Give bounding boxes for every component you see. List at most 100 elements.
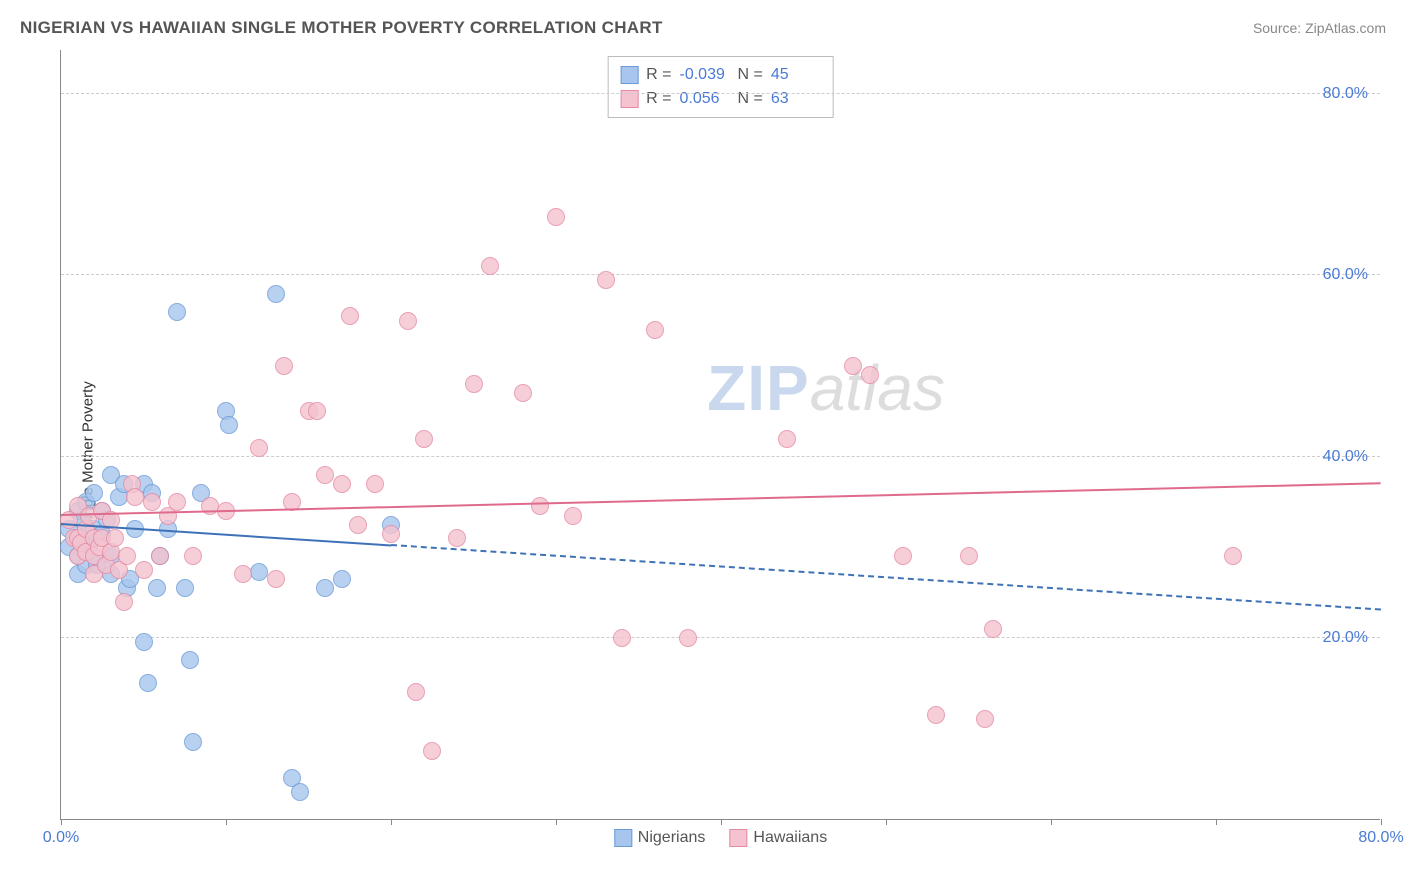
- scatter-point: [316, 579, 334, 597]
- legend-n-value-hawaiians: 63: [771, 87, 821, 111]
- watermark: ZIPatlas: [707, 351, 945, 425]
- chart-source: Source: ZipAtlas.com: [1253, 20, 1386, 36]
- scatter-point: [250, 563, 268, 581]
- scatter-point: [366, 475, 384, 493]
- scatter-point: [118, 547, 136, 565]
- scatter-point: [267, 285, 285, 303]
- scatter-point: [382, 525, 400, 543]
- legend-n-label: N =: [738, 63, 763, 87]
- y-tick-label: 60.0%: [1323, 266, 1368, 284]
- legend-r-value-hawaiians: 0.056: [680, 87, 730, 111]
- correlation-legend-row: R = 0.056 N = 63: [620, 87, 821, 111]
- scatter-point: [448, 529, 466, 547]
- scatter-point: [151, 547, 169, 565]
- scatter-point: [861, 366, 879, 384]
- x-tick-mark: [886, 819, 887, 825]
- gridline: [61, 637, 1380, 638]
- x-tick-label: 0.0%: [43, 829, 79, 847]
- scatter-point: [135, 561, 153, 579]
- scatter-point: [267, 570, 285, 588]
- series-legend-label: Hawaiians: [753, 829, 827, 847]
- scatter-point: [176, 579, 194, 597]
- x-tick-mark: [1216, 819, 1217, 825]
- scatter-point: [514, 384, 532, 402]
- scatter-point: [220, 416, 238, 434]
- series-legend-item: Nigerians: [614, 829, 706, 847]
- scatter-point: [333, 475, 351, 493]
- scatter-point: [646, 321, 664, 339]
- scatter-point: [139, 674, 157, 692]
- scatter-point: [597, 271, 615, 289]
- y-tick-label: 20.0%: [1323, 629, 1368, 647]
- series-legend-label: Nigerians: [638, 829, 706, 847]
- scatter-point: [984, 620, 1002, 638]
- scatter-point: [976, 710, 994, 728]
- scatter-point: [465, 375, 483, 393]
- scatter-point: [126, 488, 144, 506]
- scatter-point: [778, 430, 796, 448]
- trend-line: [61, 482, 1381, 516]
- correlation-legend: R = -0.039 N = 45 R = 0.056 N = 63: [607, 56, 834, 118]
- legend-r-label: R =: [646, 87, 671, 111]
- scatter-point: [415, 430, 433, 448]
- scatter-point: [844, 357, 862, 375]
- scatter-point: [275, 357, 293, 375]
- legend-swatch-nigerians: [614, 829, 632, 847]
- scatter-point: [481, 257, 499, 275]
- scatter-point: [399, 312, 417, 330]
- legend-swatch-nigerians: [620, 66, 638, 84]
- legend-n-value-nigerians: 45: [771, 63, 821, 87]
- scatter-point: [234, 565, 252, 583]
- scatter-point: [613, 629, 631, 647]
- scatter-point: [679, 629, 697, 647]
- x-tick-mark: [1051, 819, 1052, 825]
- x-tick-mark: [226, 819, 227, 825]
- scatter-point: [115, 593, 133, 611]
- scatter-point: [85, 484, 103, 502]
- scatter-point: [168, 303, 186, 321]
- series-legend-item: Hawaiians: [729, 829, 827, 847]
- legend-r-value-nigerians: -0.039: [680, 63, 730, 87]
- y-tick-label: 40.0%: [1323, 448, 1368, 466]
- scatter-point: [1224, 547, 1242, 565]
- y-tick-label: 80.0%: [1323, 85, 1368, 103]
- scatter-point: [201, 497, 219, 515]
- scatter-point: [894, 547, 912, 565]
- scatter-point: [291, 783, 309, 801]
- watermark-atlas: atlas: [810, 352, 945, 424]
- scatter-point: [349, 516, 367, 534]
- x-tick-mark: [61, 819, 62, 825]
- scatter-point: [184, 733, 202, 751]
- x-tick-label: 80.0%: [1358, 829, 1403, 847]
- scatter-point: [308, 402, 326, 420]
- scatter-point: [316, 466, 334, 484]
- watermark-zip: ZIP: [707, 352, 810, 424]
- scatter-point: [423, 742, 441, 760]
- x-tick-mark: [721, 819, 722, 825]
- scatter-point: [341, 307, 359, 325]
- gridline: [61, 93, 1380, 94]
- x-tick-mark: [556, 819, 557, 825]
- legend-r-label: R =: [646, 63, 671, 87]
- scatter-point: [135, 633, 153, 651]
- scatter-point: [184, 547, 202, 565]
- x-tick-mark: [391, 819, 392, 825]
- scatter-point: [407, 683, 425, 701]
- legend-n-label: N =: [738, 87, 763, 111]
- scatter-point: [564, 507, 582, 525]
- chart-header: NIGERIAN VS HAWAIIAN SINGLE MOTHER POVER…: [0, 0, 1406, 46]
- chart-title: NIGERIAN VS HAWAIIAN SINGLE MOTHER POVER…: [20, 18, 663, 38]
- correlation-legend-row: R = -0.039 N = 45: [620, 63, 821, 87]
- scatter-point: [250, 439, 268, 457]
- scatter-point: [960, 547, 978, 565]
- scatter-point: [333, 570, 351, 588]
- legend-swatch-hawaiians: [729, 829, 747, 847]
- scatter-point: [927, 706, 945, 724]
- gridline: [61, 274, 1380, 275]
- scatter-point: [148, 579, 166, 597]
- scatter-point: [106, 529, 124, 547]
- scatter-point: [168, 493, 186, 511]
- scatter-point: [181, 651, 199, 669]
- chart-container: Single Mother Poverty ZIPatlas R = -0.03…: [32, 50, 1392, 860]
- scatter-point: [547, 208, 565, 226]
